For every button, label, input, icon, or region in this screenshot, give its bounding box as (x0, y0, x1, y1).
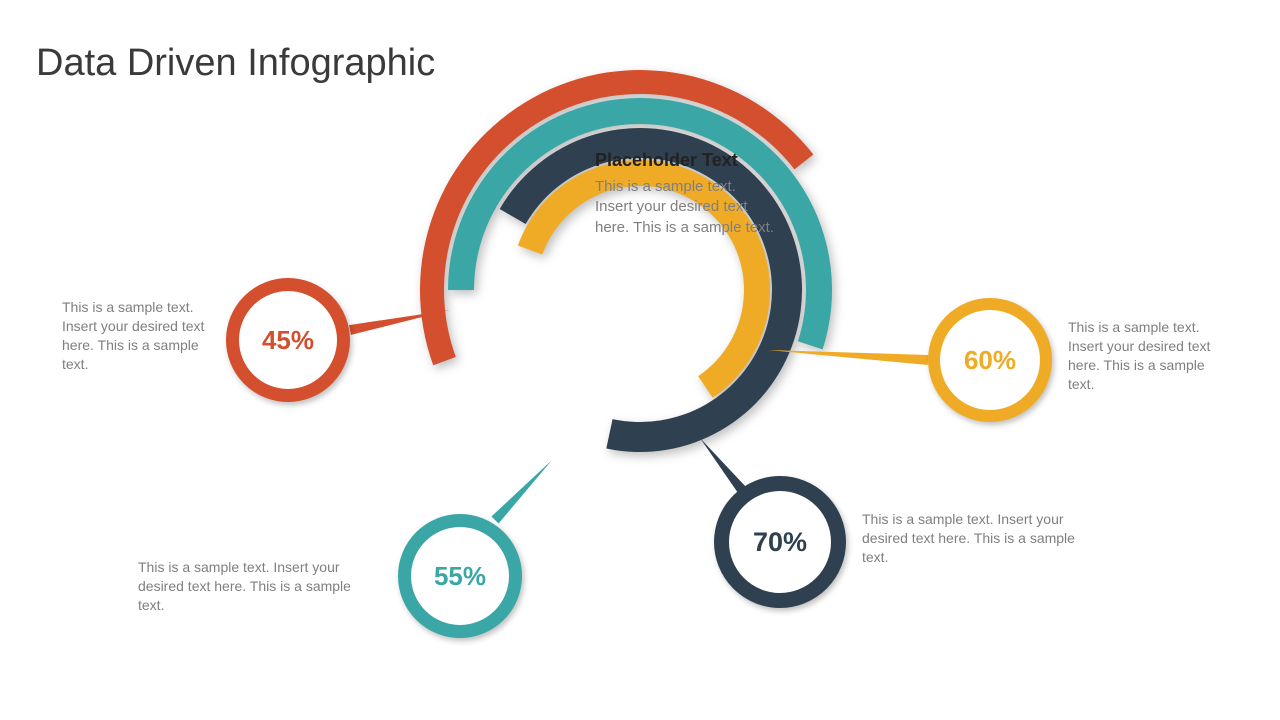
bubble-navy: 70% (714, 476, 846, 608)
bubble-yellow-caption: This is a sample text. Insert your desir… (1068, 318, 1223, 394)
bubble-orange: 45% (226, 278, 350, 402)
center-heading: Placeholder Text (595, 150, 825, 171)
bubble-yellow-value: 60% (964, 345, 1016, 376)
bubble-orange-value: 45% (262, 325, 314, 356)
bubble-teal: 55% (398, 514, 522, 638)
page-title: Data Driven Infographic (36, 42, 435, 85)
concentric-arcs (410, 60, 870, 520)
center-body: This is a sample text. Insert your desir… (595, 177, 825, 238)
bubble-teal-value: 55% (434, 561, 486, 592)
center-text-block: Placeholder Text This is a sample text. … (595, 150, 825, 238)
bubble-orange-caption: This is a sample text. Insert your desir… (62, 298, 217, 374)
bubble-yellow: 60% (928, 298, 1052, 422)
bubble-navy-value: 70% (753, 527, 807, 558)
bubble-navy-caption: This is a sample text. Insert your desir… (862, 510, 1102, 567)
infographic-stage: Data Driven Infographic Placeholder Text… (0, 0, 1280, 720)
bubble-teal-caption: This is a sample text. Insert your desir… (138, 558, 378, 615)
